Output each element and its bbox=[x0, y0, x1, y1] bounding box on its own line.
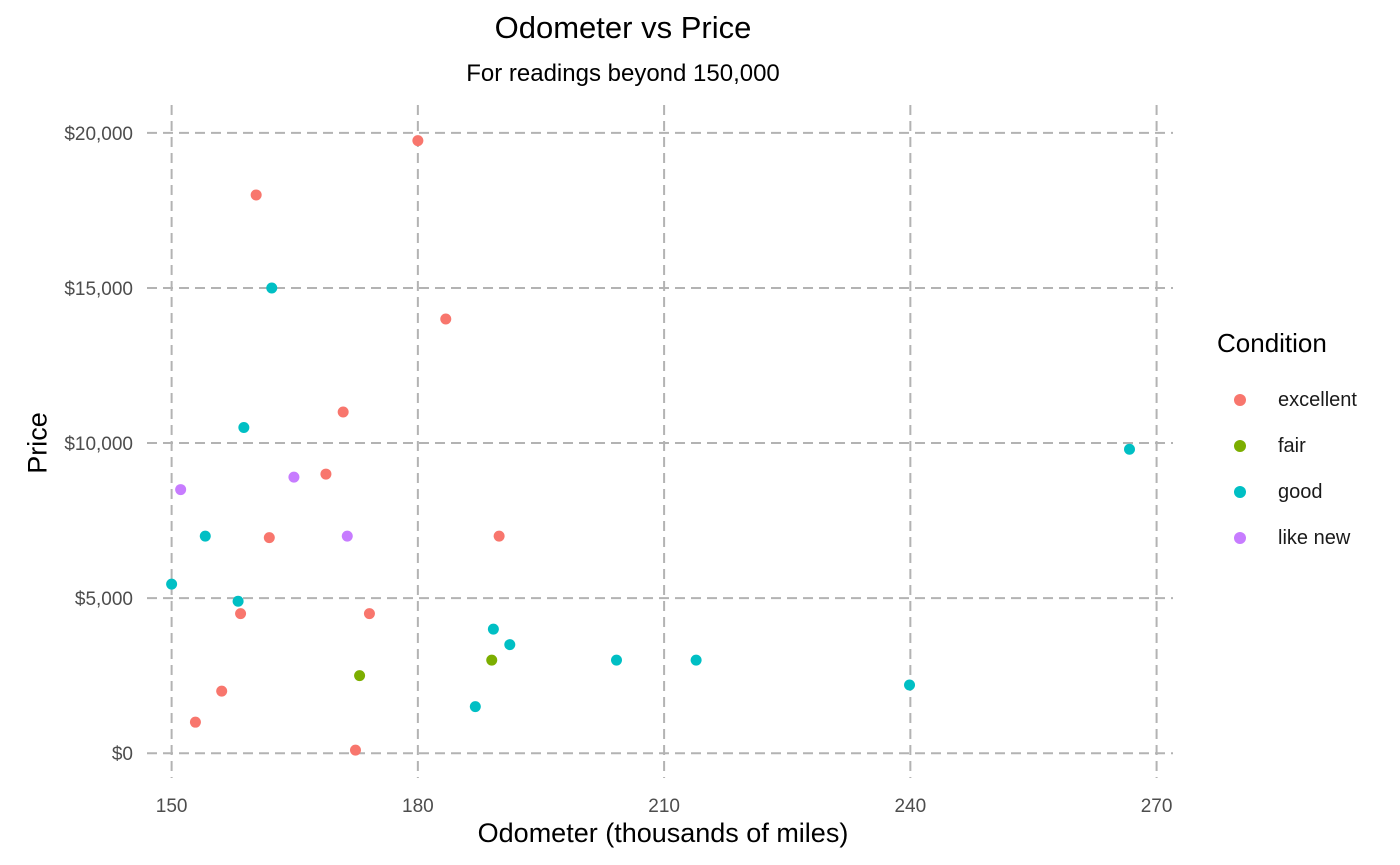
grid-lines bbox=[147, 105, 1173, 778]
point-excellent bbox=[189, 716, 201, 728]
point-good bbox=[199, 530, 211, 542]
chart-title: Odometer vs Price bbox=[494, 10, 752, 45]
point-fair bbox=[354, 670, 366, 682]
y-axis-title: Price bbox=[22, 412, 53, 474]
point-excellent bbox=[216, 685, 228, 697]
point-good bbox=[232, 595, 244, 607]
legend-item-fair: fair bbox=[1217, 423, 1357, 469]
legend-swatch-like-new bbox=[1234, 532, 1246, 544]
y-tick-label: $20,000 bbox=[64, 124, 133, 145]
point-good bbox=[690, 654, 702, 666]
legend-label-like-new: like new bbox=[1278, 526, 1351, 549]
point-like-new bbox=[341, 530, 353, 542]
x-tick-label: 150 bbox=[156, 796, 188, 817]
x-tick-label: 270 bbox=[1141, 796, 1173, 817]
point-excellent bbox=[493, 530, 505, 542]
point-good bbox=[904, 679, 916, 691]
chart-subtitle: For readings beyond 150,000 bbox=[466, 60, 780, 87]
point-good bbox=[266, 282, 278, 294]
legend-swatch-excellent bbox=[1234, 394, 1246, 406]
legend-item-excellent: excellent bbox=[1217, 377, 1357, 423]
point-excellent bbox=[320, 468, 332, 480]
legend-label-fair: fair bbox=[1278, 434, 1306, 457]
legend-item-good: good bbox=[1217, 469, 1357, 515]
point-good bbox=[166, 578, 178, 590]
point-like-new bbox=[288, 471, 300, 483]
point-good bbox=[238, 422, 250, 434]
x-tick-label: 180 bbox=[402, 796, 434, 817]
point-fair bbox=[486, 654, 498, 666]
point-good bbox=[504, 639, 516, 651]
point-good bbox=[1123, 443, 1135, 455]
point-excellent bbox=[412, 135, 424, 147]
legend-swatch-fair bbox=[1234, 440, 1246, 452]
legend-swatch-good bbox=[1234, 486, 1246, 498]
point-excellent bbox=[337, 406, 349, 418]
legend-item-like-new: like new bbox=[1217, 515, 1357, 561]
x-tick-label: 240 bbox=[894, 796, 926, 817]
y-tick-label: $15,000 bbox=[64, 279, 133, 300]
point-excellent bbox=[250, 189, 262, 201]
point-excellent bbox=[349, 744, 361, 756]
legend: Condition excellent fair good like new bbox=[1217, 328, 1357, 561]
y-tick-label: $5,000 bbox=[75, 589, 133, 610]
point-excellent bbox=[263, 532, 275, 544]
y-tick-label: $10,000 bbox=[64, 434, 133, 455]
point-like-new bbox=[175, 484, 187, 496]
axis-ticks: 150 180 210 240 270 $0 $5,000 $10,000 $15,000 $20… bbox=[64, 124, 1172, 817]
x-axis-title: Odometer (thousands of miles) bbox=[477, 818, 849, 848]
point-good bbox=[610, 654, 622, 666]
legend-label-excellent: excellent bbox=[1278, 388, 1357, 411]
point-good bbox=[469, 701, 481, 713]
point-excellent bbox=[440, 313, 452, 325]
x-tick-label: 210 bbox=[648, 796, 680, 817]
point-good bbox=[487, 623, 499, 635]
point-excellent bbox=[363, 608, 375, 620]
data-points bbox=[166, 135, 1135, 756]
point-excellent bbox=[235, 608, 247, 620]
y-tick-label: $0 bbox=[112, 744, 133, 765]
legend-label-good: good bbox=[1278, 480, 1323, 503]
legend-title: Condition bbox=[1217, 328, 1327, 358]
